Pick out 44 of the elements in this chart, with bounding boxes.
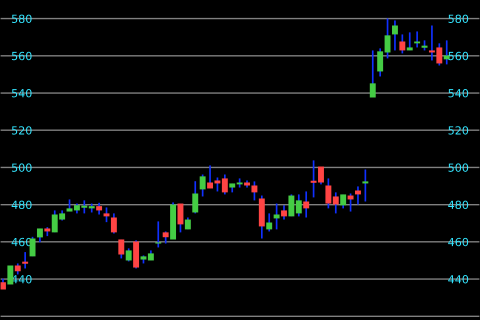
candlestick [184,216,191,230]
candlestick [399,34,406,54]
candlestick [392,20,398,52]
candlestick [406,32,413,52]
candlestick [192,180,198,214]
candlestick [444,40,450,66]
y-tick-label: 520 [12,126,32,135]
candlestick [362,168,368,202]
y2-tick-label: 520 [448,126,468,135]
candlestick [266,212,272,232]
candlestick [126,248,132,262]
candlestick [251,180,258,202]
candlestick [14,262,21,276]
candlestick [340,194,346,210]
candlestick [370,50,376,98]
y2-tick-label: 480 [448,200,468,210]
candlestick [414,30,420,48]
candlestick [118,238,124,260]
y2-tick-label: 440 [448,275,468,284]
y-tick-label: 580 [12,14,32,23]
candlestick [274,202,280,230]
y2-tick-label: 560 [448,52,468,60]
y-tick-label: 540 [12,89,32,98]
candlestick [178,202,184,234]
candlestick [110,212,117,234]
candlestick [7,264,14,286]
y2-tick-label: 580 [448,14,468,23]
y2-tick-label: 540 [448,89,468,98]
candlestick [162,230,169,244]
y-tick-label: 500 [12,163,32,172]
candlestick [355,186,361,206]
candlestick [0,278,6,290]
candlestick [281,204,287,220]
y2-tick-label: 460 [448,238,468,246]
y-tick-label: 560 [12,52,32,60]
candlestick [348,192,354,212]
y2-tick-label: 500 [448,163,468,172]
candlestick [30,236,36,258]
y-tick-label: 480 [12,200,32,210]
candlestick [104,206,110,223]
candlestick [96,202,102,216]
candlestick [200,174,206,198]
candlestick [303,190,310,218]
candlestick [36,228,43,244]
